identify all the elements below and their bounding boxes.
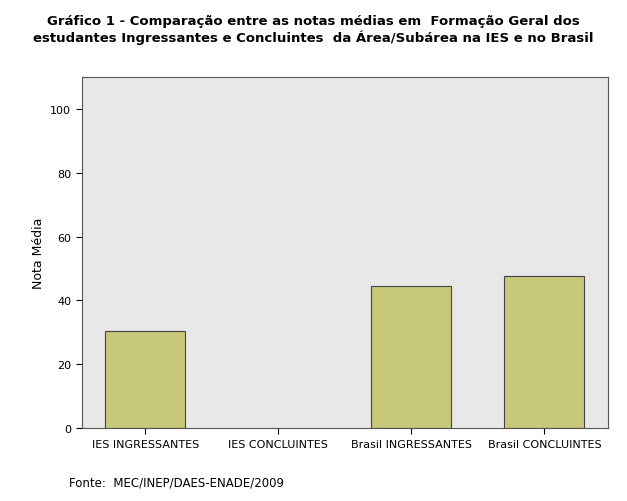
Text: Gráfico 1 - Comparação entre as notas médias em  Formação Geral dos
estudantes I: Gráfico 1 - Comparação entre as notas mé… (33, 15, 594, 45)
Text: Fonte:  MEC/INEP/DAES-ENADE/2009: Fonte: MEC/INEP/DAES-ENADE/2009 (69, 475, 284, 488)
Bar (105, 332, 185, 428)
Bar (371, 287, 451, 428)
Bar (505, 277, 584, 428)
Y-axis label: Nota Média: Nota Média (31, 217, 45, 289)
